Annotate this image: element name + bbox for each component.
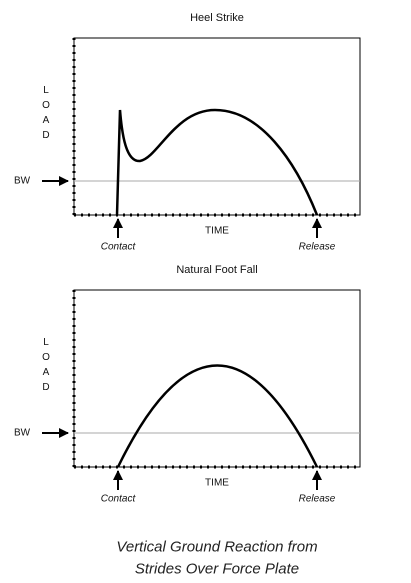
panel-title: Heel Strike bbox=[190, 12, 244, 24]
reference-label: BW bbox=[13, 175, 31, 187]
panel-frame bbox=[42, 37, 361, 238]
caption: Strides Over Force Plate bbox=[134, 560, 300, 578]
y-label: LOAD bbox=[40, 337, 52, 397]
panel-title: Natural Foot Fall bbox=[176, 264, 258, 276]
x-label: TIME bbox=[205, 225, 229, 237]
x-label: TIME bbox=[205, 477, 229, 489]
panel-frame bbox=[42, 289, 361, 490]
end-label: Release bbox=[298, 241, 336, 253]
start-label: Contact bbox=[100, 493, 136, 505]
reference-label: BW bbox=[13, 427, 31, 439]
end-label: Release bbox=[298, 493, 336, 505]
caption: Vertical Ground Reaction from bbox=[116, 538, 318, 556]
start-label: Contact bbox=[100, 241, 136, 253]
y-label: LOAD bbox=[40, 85, 52, 145]
